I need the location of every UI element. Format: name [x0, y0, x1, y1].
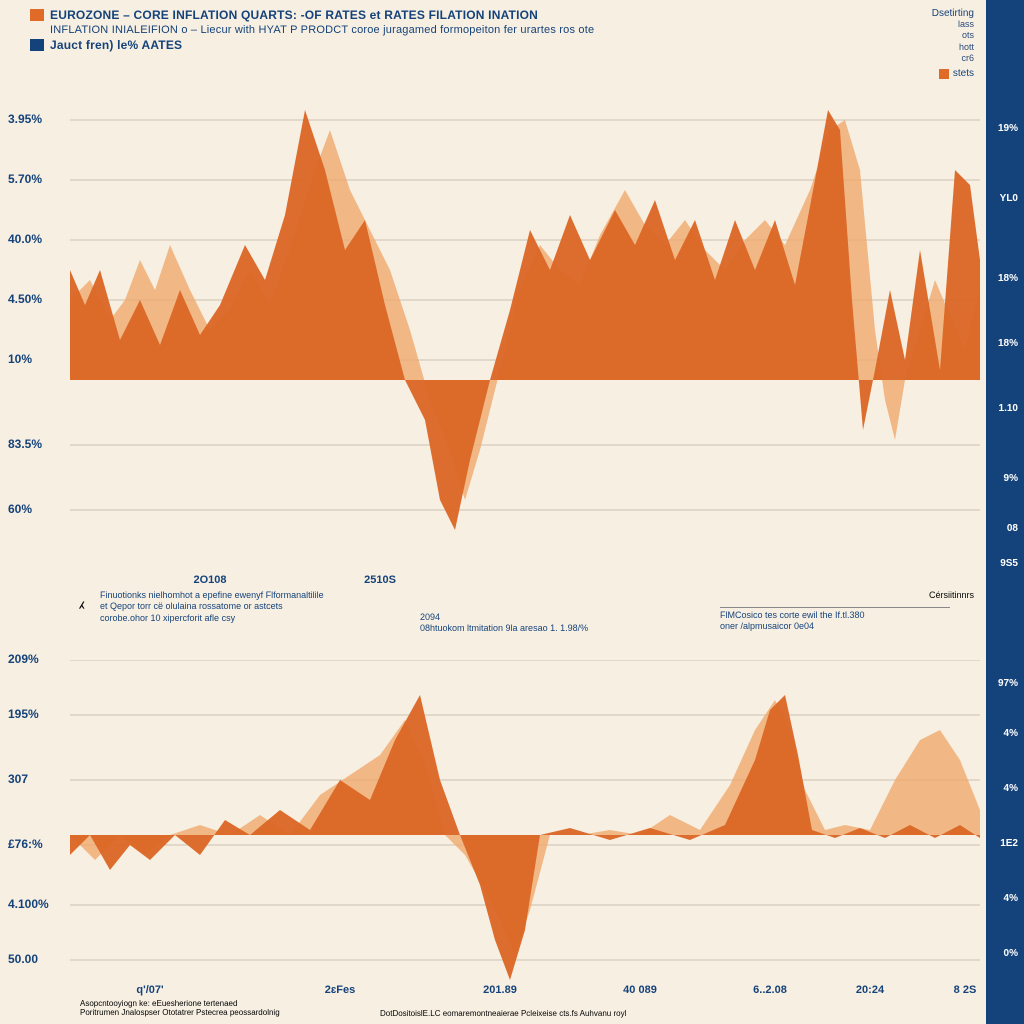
x-axis-label: 6..2.08	[753, 984, 787, 996]
top-chart-svg	[70, 70, 980, 570]
footer-left: Asopcntooyiogn ke: eEuesherione tertenae…	[80, 999, 280, 1018]
right-axis-label: 1.10	[988, 403, 1018, 414]
right-axis-label: 9S5	[988, 558, 1018, 569]
y-axis-label: 307	[8, 772, 66, 786]
mid-notes-left: Finuotionks nielhomhot a epefine ewenyf …	[100, 590, 324, 624]
x-axis-label: 20:24	[856, 984, 884, 996]
header-right-mini: lass	[932, 19, 974, 30]
x-axis-label: 201.89	[483, 984, 517, 996]
mid-notes-center: 209408htuokom ltmitation 9la aresao 1. 1…	[420, 612, 588, 635]
mid-right-top: Cérsiitinnrs	[929, 590, 974, 600]
right-strip	[986, 0, 1024, 1024]
title-line-3: Jauct fren) le% AATES	[50, 38, 182, 52]
x-axis-label: 8 2S	[954, 984, 977, 996]
right-axis-label: 18%	[988, 273, 1018, 284]
y-axis-label: 209%	[8, 652, 66, 666]
right-axis-label: 97%	[988, 678, 1018, 689]
right-axis-label: 08	[988, 523, 1018, 534]
x-axis-label: 2510S	[364, 574, 396, 586]
y-axis-label: 4.50%	[8, 292, 66, 306]
title-line-1: EUROZONE – CORE INFLATION QUARTS: -OF RA…	[50, 8, 538, 22]
legend-swatch-2	[30, 39, 44, 51]
y-axis-label: 3.95%	[8, 112, 66, 126]
y-axis-label: 60%	[8, 502, 66, 516]
right-axis-label: 1E2	[988, 838, 1018, 849]
x-axis-label: 2O108	[193, 574, 226, 586]
y-axis-label: £76:%	[8, 837, 66, 851]
right-axis-label: 4%	[988, 783, 1018, 794]
right-axis-label: 4%	[988, 728, 1018, 739]
y-axis-label: 50.00	[8, 952, 66, 966]
right-axis-label: 18%	[988, 338, 1018, 349]
mid-notes-right: FlMCosico tes corte ewil the If.tl.380on…	[720, 605, 950, 633]
x-axis-label: q'/07'	[136, 984, 163, 996]
header-right-mini: hott	[932, 42, 974, 53]
title-line-2: INFLATION INIALEIFION o – Liecur with HY…	[50, 24, 594, 36]
y-axis-label: 10%	[8, 352, 66, 366]
x-axis-label: 2ɛFes	[325, 984, 356, 996]
y-axis-label: 5.70%	[8, 172, 66, 186]
right-axis-label: YL0	[988, 193, 1018, 204]
bottom-chart	[70, 660, 980, 980]
y-axis-label: 195%	[8, 707, 66, 721]
footer-center: DotDositoislE.LC eomaremontneaierae Pcle…	[380, 1009, 626, 1018]
y-axis-label: 83.5%	[8, 437, 66, 451]
bottom-chart-svg	[70, 660, 980, 980]
header-right-mini: cr6	[932, 53, 974, 64]
chart-header: EUROZONE – CORE INFLATION QUARTS: -OF RA…	[30, 8, 974, 52]
legend-swatch-1	[30, 9, 44, 21]
right-axis-label: 4%	[988, 893, 1018, 904]
y-axis-label: 4.100%	[8, 897, 66, 911]
right-axis-label: 9%	[988, 473, 1018, 484]
x-axis-label: 40 089	[623, 984, 657, 996]
header-right-block: Dsetirting lassotshottcr6 stets	[932, 8, 974, 79]
caret-icon: ⁁	[80, 592, 84, 609]
header-right-top: Dsetirting	[932, 8, 974, 19]
right-axis-label: 19%	[988, 123, 1018, 134]
header-right-mini: ots	[932, 30, 974, 41]
top-chart	[70, 70, 980, 570]
right-axis-label: 0%	[988, 948, 1018, 959]
y-axis-label: 40.0%	[8, 232, 66, 246]
